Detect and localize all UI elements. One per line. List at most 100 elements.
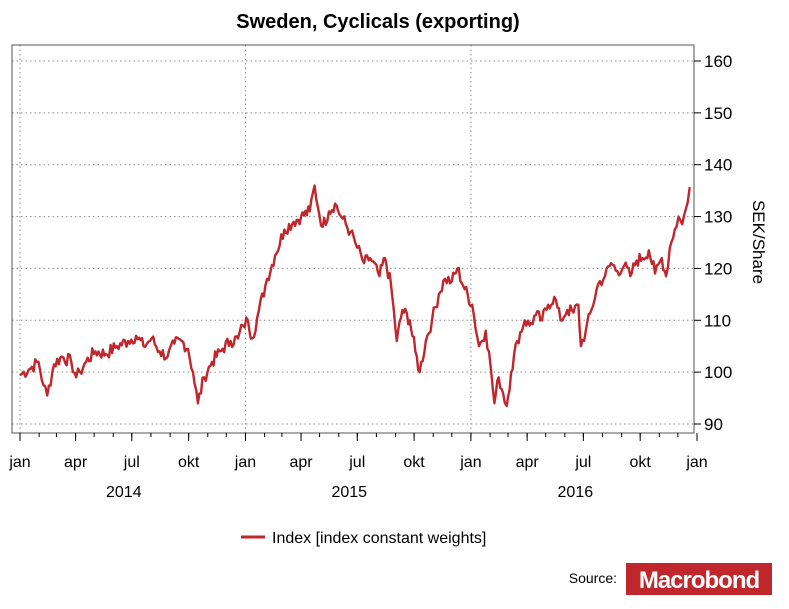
x-axis: jan apr jul okt jan apr jul okt jan apr jul okt jan 2… (8, 433, 708, 501)
y-tick-label: 140 (704, 156, 732, 175)
data-point (629, 275, 632, 278)
data-point (553, 296, 556, 298)
data-point (42, 384, 45, 386)
y-axis-label: SEK/Share (749, 200, 768, 284)
data-point (142, 345, 145, 348)
data-point (173, 342, 176, 345)
data-point (85, 361, 87, 363)
y-tick-label: 110 (704, 311, 731, 330)
data-point (75, 376, 77, 379)
data-point (27, 368, 30, 371)
x-tick-label: jul (123, 454, 140, 471)
data-point (635, 259, 638, 262)
data-point (688, 187, 691, 189)
data-point (547, 303, 549, 306)
data-point (590, 309, 593, 311)
data-point (572, 311, 575, 314)
data-point (604, 275, 606, 278)
data-point (237, 337, 239, 340)
data-point (181, 340, 183, 342)
data-point (211, 361, 213, 363)
data-point (463, 288, 466, 291)
data-point (456, 267, 459, 270)
data-point (478, 345, 480, 348)
data-point (585, 329, 587, 332)
data-point (308, 210, 311, 213)
x-tick-label: jul (574, 454, 591, 471)
x-tick-label: jan (8, 454, 30, 471)
x-tick-label: jan (459, 454, 481, 471)
x-tick-label: apr (516, 454, 540, 471)
y-axis: 160 150 140 130 120 110 100 90 (694, 52, 732, 434)
data-point (61, 355, 63, 358)
macrobond-logo-text: Macrobond (639, 567, 760, 594)
data-point (105, 353, 107, 355)
data-point (135, 335, 137, 337)
data-point (127, 340, 129, 342)
data-point (37, 361, 40, 363)
source-attribution: Source: Macrobond (569, 563, 772, 595)
data-point (597, 283, 599, 285)
x-tick-label: apr (64, 454, 88, 471)
y-tick-label: 120 (704, 259, 732, 278)
data-point (251, 337, 254, 340)
data-point (648, 249, 650, 252)
data-point (489, 366, 492, 368)
data-point (535, 314, 537, 316)
data-point (192, 371, 194, 373)
data-point (334, 202, 336, 205)
data-point (438, 293, 440, 296)
data-point (356, 246, 359, 249)
data-point (316, 205, 319, 207)
data-point (685, 208, 687, 210)
data-point (363, 262, 365, 265)
data-point (274, 254, 276, 257)
data-point (665, 275, 667, 278)
x-tick-label: apr (289, 454, 313, 471)
data-point (681, 223, 683, 226)
data-point (566, 309, 569, 311)
y-tick-label: 90 (704, 415, 723, 434)
series-layer (19, 184, 691, 408)
x-tick-label: jan (234, 454, 256, 471)
data-point (150, 337, 153, 340)
data-point (187, 348, 189, 350)
macrobond-logo (626, 563, 772, 595)
data-point (166, 355, 169, 358)
grid (12, 45, 694, 433)
chart-title: Sweden, Cyclicals (exporting) (236, 11, 519, 33)
data-point (247, 319, 249, 322)
data-point (401, 309, 404, 311)
data-point (425, 340, 427, 342)
data-point (580, 345, 582, 348)
x-tick-label: jan (685, 454, 707, 471)
data-point (414, 350, 417, 353)
data-point (197, 402, 199, 405)
data-point (484, 329, 487, 332)
y-tick-label: 160 (704, 52, 732, 71)
data-point (203, 376, 205, 379)
data-point (321, 226, 324, 228)
data-point (431, 319, 433, 322)
data-point (418, 371, 421, 373)
data-point (292, 221, 295, 223)
data-point (674, 228, 676, 231)
data-point (46, 394, 48, 397)
data-point (502, 392, 504, 394)
data-point (94, 350, 97, 353)
x-year-label: 2015 (331, 484, 367, 501)
data-point (349, 231, 352, 233)
data-point (242, 324, 244, 327)
data-point (444, 278, 446, 280)
x-tick-label: jul (348, 454, 365, 471)
data-point (451, 280, 453, 283)
data-point (300, 215, 302, 218)
data-point (623, 265, 625, 267)
data-point (378, 275, 381, 278)
y-tick-label: 100 (704, 363, 732, 382)
data-point (510, 371, 512, 373)
data-point (256, 316, 259, 319)
data-point (70, 361, 73, 363)
x-tick-label: okt (403, 454, 425, 471)
data-point (409, 319, 411, 322)
